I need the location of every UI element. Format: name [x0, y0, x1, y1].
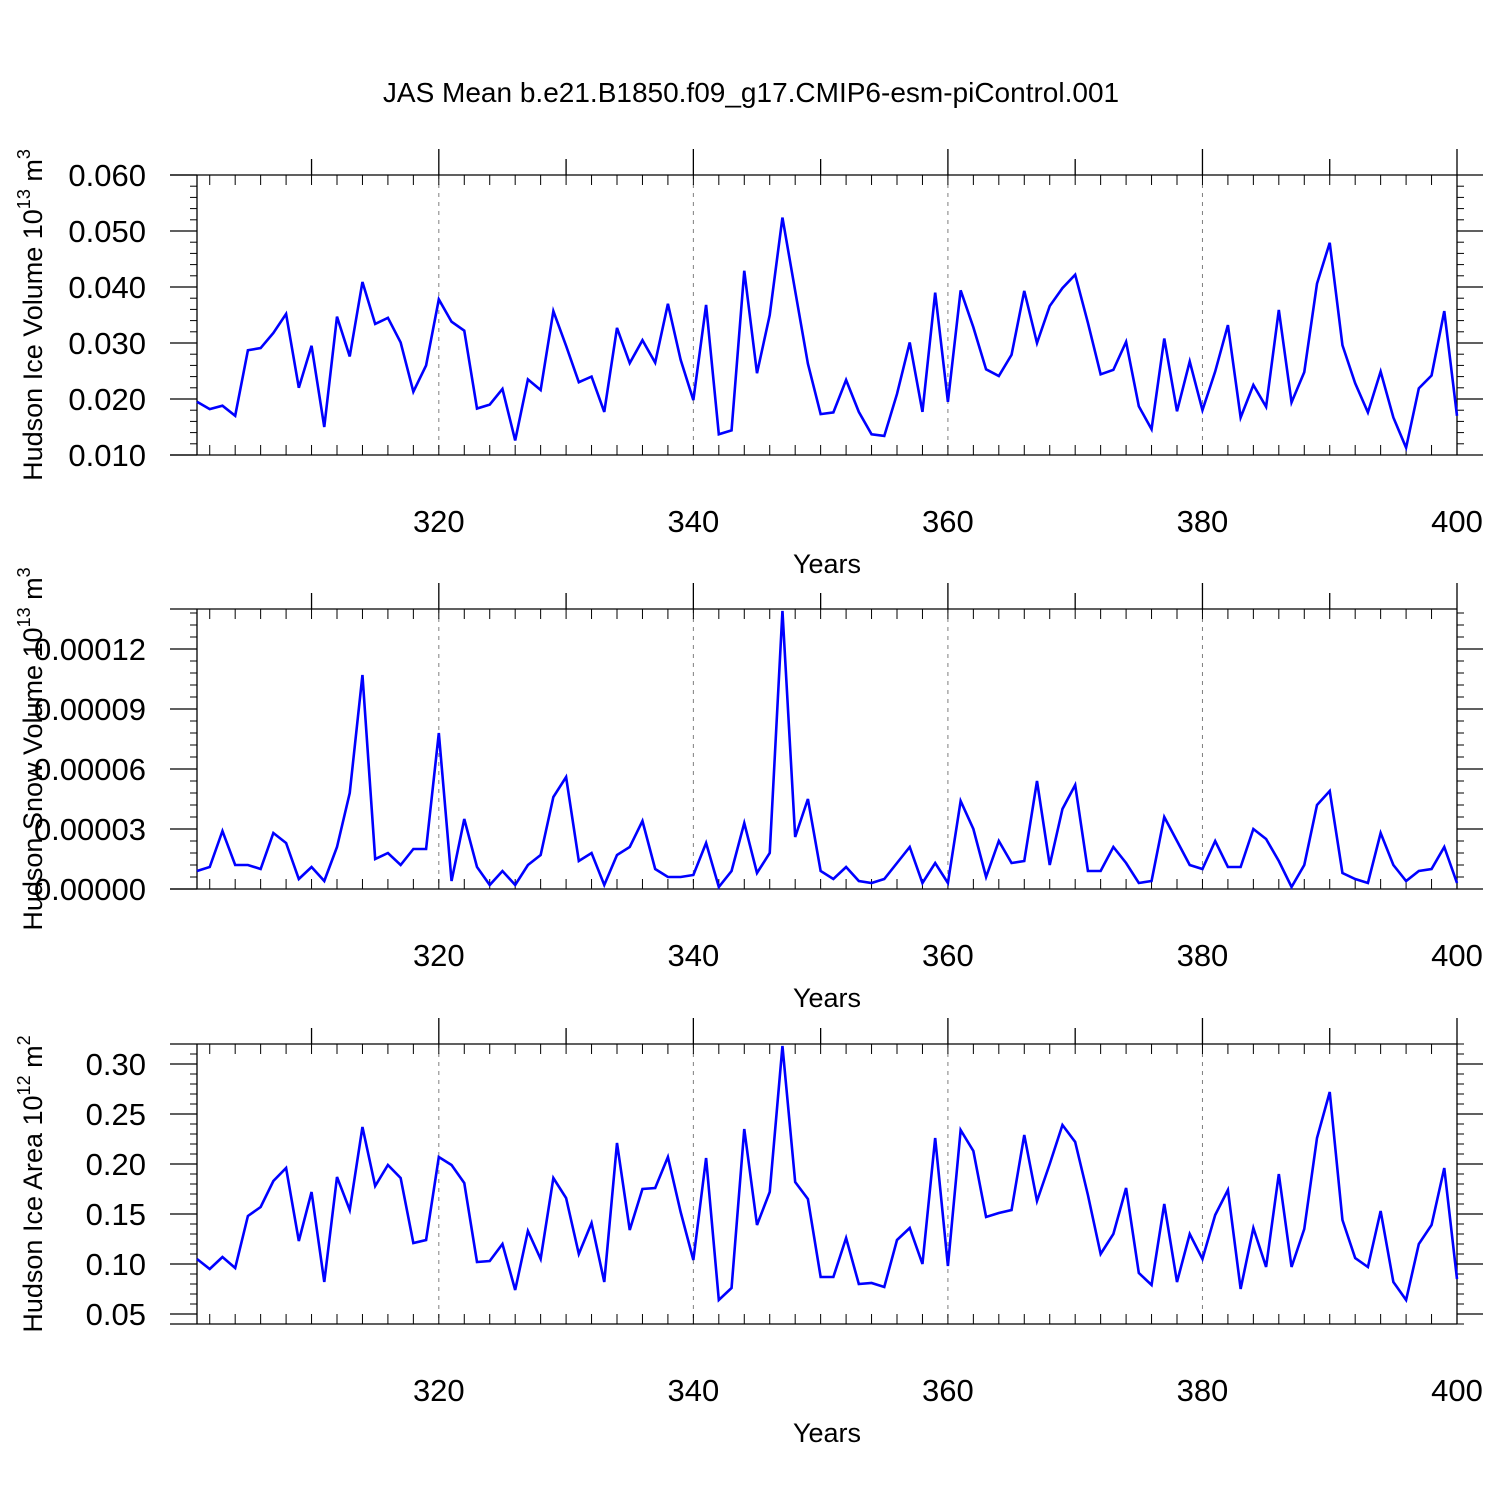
x-tick-label: 380	[1177, 1373, 1229, 1408]
y-axis-title: Hudson Ice Area 1012 m2	[14, 1035, 48, 1332]
x-axis-title: Years	[793, 983, 861, 1013]
figure-title: JAS Mean b.e21.B1850.f09_g17.CMIP6-esm-p…	[383, 77, 1119, 108]
y-axis-title-part: m	[18, 577, 48, 607]
y-axis-title-part: Hudson Ice Area 10	[18, 1095, 48, 1332]
y-tick-label: 0.25	[86, 1097, 146, 1132]
x-axis-title: Years	[793, 1418, 861, 1448]
y-axis-title-part: Hudson Ice Volume 10	[18, 209, 48, 481]
y-tick-label: 0.00012	[34, 632, 146, 667]
series-line	[196, 610, 1459, 890]
y-tick-label: 0.050	[68, 214, 146, 249]
y-axis-title-superscript: 13	[14, 607, 34, 627]
x-tick-label: 400	[1431, 1373, 1483, 1408]
y-axis-title-superscript: 3	[14, 567, 34, 577]
panel-3: 0.05 0.10 0.15 0.20 0.25 0.30 320 340 360 380 400 Y…	[14, 1018, 1483, 1448]
y-tick-label: 0.00009	[34, 692, 146, 727]
y-axis-title-superscript: 13	[14, 189, 34, 209]
x-tick-label: 400	[1431, 504, 1483, 539]
y-tick-label: 0.15	[86, 1197, 146, 1232]
y-tick-label: 0.30	[86, 1047, 146, 1082]
x-tick-label: 320	[413, 1373, 465, 1408]
y-axis-title-superscript: 3	[14, 149, 34, 159]
y-tick-label: 0.10	[86, 1247, 146, 1282]
x-tick-label: 320	[413, 504, 465, 539]
y-axis-title: Hudson Ice Volume 1013 m3	[14, 149, 48, 481]
x-tick-label: 380	[1177, 504, 1229, 539]
y-tick-label: 0.05	[86, 1297, 146, 1332]
x-axis-title: Years	[793, 549, 861, 579]
y-tick-label: 0.060	[68, 158, 146, 193]
y-tick-label: 0.00006	[34, 752, 146, 787]
y-tick-label: 0.020	[68, 382, 146, 417]
y-tick-label: 0.20	[86, 1147, 146, 1182]
x-tick-label: 340	[667, 1373, 719, 1408]
y-tick-label: 0.040	[68, 270, 146, 305]
x-tick-label: 400	[1431, 938, 1483, 973]
y-axis-title-superscript: 2	[14, 1035, 34, 1045]
x-tick-label: 360	[922, 1373, 974, 1408]
x-tick-label: 340	[667, 938, 719, 973]
series-line	[196, 217, 1459, 453]
y-tick-label: 0.030	[68, 326, 146, 361]
x-tick-label: 320	[413, 938, 465, 973]
y-tick-label: 0.010	[68, 438, 146, 473]
y-tick-label: 0.00003	[34, 812, 146, 847]
y-axis-title-part: m	[18, 1045, 48, 1075]
series-line	[196, 1045, 1459, 1304]
x-tick-label: 360	[922, 504, 974, 539]
y-axis-title-part: Hudson Snow Volume 10	[18, 627, 48, 930]
x-tick-label: 360	[922, 938, 974, 973]
x-tick-label: 340	[667, 504, 719, 539]
panel-1: 0.010 0.020 0.030 0.040 0.050 0.060 320 340 360 3…	[14, 149, 1483, 579]
x-tick-label: 380	[1177, 938, 1229, 973]
y-axis-title-part: m	[18, 159, 48, 189]
y-axis-title-superscript: 12	[14, 1075, 34, 1095]
y-axis-title: Hudson Snow Volume 1013 m3	[14, 567, 48, 930]
y-tick-label: 0.00000	[34, 872, 146, 907]
